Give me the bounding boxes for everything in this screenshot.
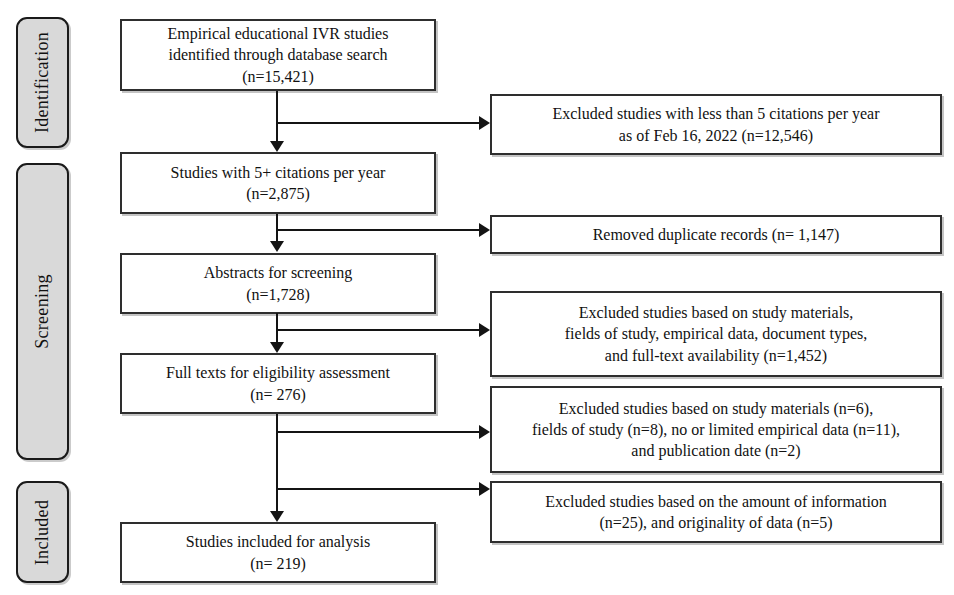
flow-box-full-texts-eligibility: Full texts for eligibility assessment (n… (120, 353, 436, 414)
arrow-right-icon-1 (479, 116, 490, 130)
stage-label-screening: Screening (16, 163, 69, 460)
excluded-box-duplicates: Removed duplicate records (n= 1,147) (490, 215, 942, 254)
arrow-down-icon-1 (270, 141, 284, 152)
connector-horizontal-2 (277, 229, 480, 231)
arrow-down-icon-4 (270, 511, 284, 522)
arrow-right-icon-5 (479, 482, 490, 496)
excluded-box-information-originality-text: Excluded studies based on the amount of … (539, 491, 893, 533)
connector-vertical-1 (276, 91, 278, 143)
stage-label-included-text: Included (32, 499, 53, 564)
flow-box-citations-filter: Studies with 5+ citations per year (n=2,… (120, 152, 436, 214)
flow-box-database-search: Empirical educational IVR studies identi… (120, 19, 436, 91)
stage-label-identification-text: Identification (32, 32, 53, 133)
stage-label-identification: Identification (16, 17, 69, 148)
flow-box-included-analysis-text: Studies included for analysis (n= 219) (180, 531, 376, 573)
arrow-right-icon-2 (479, 223, 490, 237)
flow-box-abstracts-screening: Abstracts for screening (n=1,728) (120, 253, 436, 314)
arrow-right-icon-4 (479, 425, 490, 439)
excluded-box-screening-criteria: Excluded studies based on study material… (490, 291, 942, 377)
connector-horizontal-5 (277, 488, 480, 490)
excluded-box-low-citations: Excluded studies with less than 5 citati… (490, 94, 942, 155)
arrow-down-icon-2 (270, 241, 284, 252)
flow-box-full-texts-eligibility-text: Full texts for eligibility assessment (n… (160, 362, 396, 404)
arrow-right-icon-3 (479, 323, 490, 337)
stage-label-screening-text: Screening (32, 274, 53, 349)
flow-box-database-search-text: Empirical educational IVR studies identi… (162, 23, 395, 86)
flow-box-citations-filter-text: Studies with 5+ citations per year (n=2,… (165, 162, 392, 204)
prisma-flow-diagram: Identification Screening Included Empiri… (0, 0, 954, 595)
excluded-box-eligibility-criteria: Excluded studies based on study material… (490, 386, 942, 473)
connector-horizontal-3 (277, 329, 480, 331)
connector-horizontal-4 (277, 431, 480, 433)
connector-vertical-4 (276, 414, 278, 513)
excluded-box-information-originality: Excluded studies based on the amount of … (490, 481, 942, 543)
stage-label-included: Included (16, 481, 69, 583)
flow-box-included-analysis: Studies included for analysis (n= 219) (120, 522, 436, 583)
excluded-box-duplicates-text: Removed duplicate records (n= 1,147) (587, 224, 846, 245)
arrow-down-icon-3 (270, 342, 284, 353)
excluded-box-eligibility-criteria-text: Excluded studies based on study material… (526, 398, 906, 461)
flow-box-abstracts-screening-text: Abstracts for screening (n=1,728) (198, 262, 358, 304)
excluded-box-low-citations-text: Excluded studies with less than 5 citati… (546, 103, 885, 145)
connector-horizontal-1 (277, 122, 480, 124)
excluded-box-screening-criteria-text: Excluded studies based on study material… (559, 302, 873, 365)
